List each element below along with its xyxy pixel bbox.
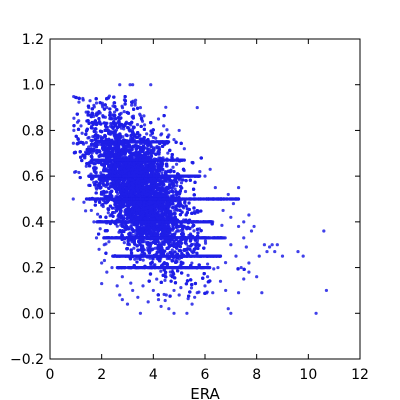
- data-point: [75, 120, 80, 124]
- data-point: [122, 241, 126, 245]
- data-point: [171, 165, 175, 169]
- data-point: [129, 281, 133, 285]
- data-point: [163, 278, 167, 282]
- data-point: [142, 114, 146, 118]
- data-points: [71, 83, 329, 315]
- data-point: [186, 273, 190, 277]
- data-point: [106, 211, 110, 215]
- data-point: [165, 257, 169, 261]
- data-point: [163, 298, 167, 303]
- data-point: [102, 258, 107, 263]
- data-point: [82, 200, 86, 204]
- data-point: [119, 126, 124, 130]
- data-point: [130, 103, 134, 107]
- data-point: [186, 244, 190, 249]
- data-point: [129, 224, 133, 229]
- data-point: [192, 229, 196, 233]
- data-point: [72, 116, 76, 120]
- data-point: [84, 209, 88, 213]
- data-point: [160, 171, 164, 175]
- data-point: [115, 224, 119, 228]
- data-point: [145, 132, 149, 136]
- data-point: [133, 257, 137, 261]
- data-point: [154, 136, 158, 140]
- data-point: [87, 145, 91, 149]
- data-point: [161, 167, 165, 171]
- data-point: [80, 131, 84, 135]
- data-point: [98, 227, 102, 231]
- data-point: [96, 212, 100, 216]
- data-point: [173, 187, 177, 191]
- data-point: [71, 141, 75, 145]
- data-point: [175, 228, 180, 233]
- data-point: [196, 231, 200, 235]
- data-point: [120, 104, 124, 108]
- data-point: [189, 286, 194, 290]
- data-point: [142, 123, 147, 127]
- data-point: [175, 183, 179, 188]
- data-point: [121, 135, 125, 139]
- data-point: [107, 240, 111, 244]
- data-point: [164, 105, 168, 109]
- data-point: [81, 98, 85, 102]
- data-point: [223, 261, 228, 265]
- data-point: [77, 170, 81, 175]
- data-point: [84, 141, 88, 145]
- data-point: [179, 181, 184, 185]
- data-point: [133, 98, 138, 102]
- data-point: [160, 132, 164, 136]
- data-point: [179, 286, 183, 290]
- data-point: [174, 162, 179, 166]
- data-point: [72, 128, 76, 132]
- data-point: [139, 114, 143, 118]
- data-point: [77, 100, 81, 104]
- data-point: [153, 246, 157, 250]
- data-point: [132, 246, 136, 250]
- data-point: [135, 123, 140, 127]
- data-point: [183, 189, 188, 194]
- data-point: [140, 119, 145, 123]
- data-point: [159, 269, 163, 273]
- data-point: [155, 277, 159, 281]
- data-point: [220, 223, 224, 227]
- data-point: [165, 128, 169, 132]
- data-point: [122, 110, 126, 114]
- data-point: [203, 239, 208, 243]
- data-point: [166, 151, 170, 155]
- data-point: [212, 267, 216, 271]
- data-point: [94, 171, 98, 175]
- data-point: [170, 248, 174, 252]
- data-point: [87, 135, 91, 140]
- data-point: [190, 261, 194, 265]
- data-point: [206, 262, 210, 266]
- data-point: [84, 164, 88, 168]
- data-point: [141, 258, 145, 262]
- data-point: [186, 297, 190, 301]
